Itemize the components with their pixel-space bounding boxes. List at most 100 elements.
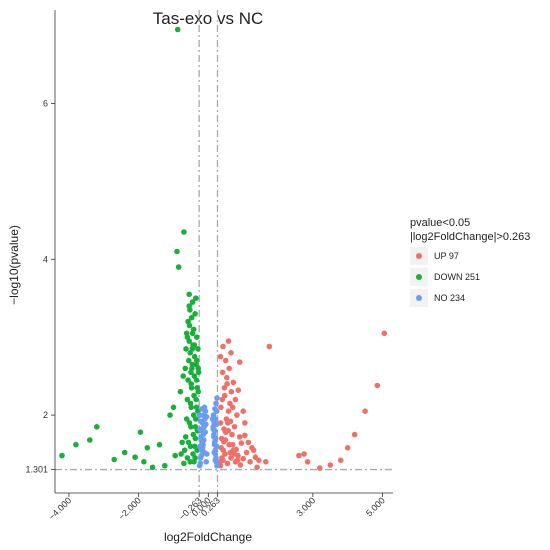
data-point <box>218 404 224 411</box>
data-point <box>182 365 189 372</box>
data-point <box>199 406 205 412</box>
data-point <box>242 432 248 439</box>
data-point <box>221 385 228 391</box>
series-up <box>217 330 388 471</box>
data-point <box>213 400 219 407</box>
data-point <box>132 454 138 461</box>
data-point <box>344 445 351 451</box>
data-point <box>203 459 209 465</box>
data-point <box>193 295 199 302</box>
legend-entry-label: DOWN 251 <box>434 272 480 282</box>
data-point <box>224 381 230 387</box>
data-point <box>193 396 199 403</box>
data-point <box>193 404 200 411</box>
data-point <box>238 440 245 446</box>
data-point <box>170 404 177 411</box>
data-point <box>194 334 200 341</box>
data-point <box>73 441 79 448</box>
chart-title: Tas-exo vs NC <box>153 9 264 28</box>
data-point <box>219 369 226 376</box>
data-point <box>220 343 226 350</box>
legend-key-swatch <box>416 295 422 301</box>
data-point <box>211 434 217 440</box>
data-point <box>111 456 117 463</box>
data-point <box>217 420 224 426</box>
data-point <box>247 459 253 465</box>
legend-entry-label: UP 97 <box>434 251 459 261</box>
legend-title-line-1: pvalue<0.05 <box>410 217 470 229</box>
data-point <box>240 455 246 462</box>
data-point <box>233 446 239 453</box>
x-axis-title: log2FoldChange <box>164 530 252 544</box>
data-point <box>226 365 232 372</box>
data-point <box>175 264 182 270</box>
legend-key-swatch <box>416 253 422 259</box>
data-point <box>186 420 193 426</box>
data-point <box>211 441 218 448</box>
data-point <box>254 464 260 471</box>
data-point <box>189 299 196 305</box>
data-point <box>186 357 192 364</box>
data-point <box>197 418 204 425</box>
data-point <box>255 457 262 464</box>
data-point <box>188 381 194 387</box>
data-point <box>362 408 368 415</box>
data-point <box>231 424 238 430</box>
data-point <box>224 374 230 381</box>
data-point <box>304 459 311 465</box>
data-point <box>188 369 194 376</box>
data-point <box>94 424 100 430</box>
data-point <box>203 413 210 420</box>
data-point <box>203 421 209 428</box>
data-point <box>184 455 191 461</box>
data-point <box>192 435 199 442</box>
data-point <box>59 452 65 459</box>
data-point <box>236 359 243 365</box>
data-point <box>296 452 302 459</box>
data-point <box>179 439 185 446</box>
data-point <box>224 460 231 467</box>
data-point <box>201 449 207 456</box>
data-point <box>185 377 191 383</box>
data-point <box>195 365 201 372</box>
data-point <box>172 452 178 459</box>
data-point <box>236 434 243 440</box>
data-point <box>121 449 128 456</box>
data-point <box>317 465 323 471</box>
data-point <box>191 459 197 465</box>
x-tick-label: −4.000 <box>47 495 74 522</box>
data-point <box>222 437 229 443</box>
data-point <box>190 342 196 348</box>
data-point <box>141 459 147 465</box>
data-point <box>174 26 181 33</box>
data-point <box>222 357 229 364</box>
y-tick-label: 4 <box>43 254 48 264</box>
legend-entry-label: NO 234 <box>434 293 465 303</box>
data-point <box>245 439 252 446</box>
data-point <box>266 343 273 350</box>
data-point <box>227 400 233 407</box>
data-point <box>186 291 192 298</box>
data-point <box>181 447 188 454</box>
data-point <box>243 449 250 456</box>
data-point <box>87 437 93 443</box>
data-point <box>180 373 186 379</box>
data-point <box>191 443 198 450</box>
data-point <box>198 434 204 440</box>
data-point <box>178 451 184 457</box>
data-point <box>195 346 201 352</box>
data-point <box>213 421 220 428</box>
data-point <box>137 429 144 436</box>
data-point <box>237 462 244 468</box>
data-point <box>177 388 184 395</box>
data-point <box>225 338 232 344</box>
data-point <box>381 330 388 337</box>
data-point <box>188 314 195 321</box>
data-point <box>174 248 180 255</box>
data-point <box>214 395 220 401</box>
x-tick-label: 5.000 <box>364 495 387 518</box>
data-point <box>181 460 187 467</box>
data-point <box>211 449 217 456</box>
x-tick-label: −2.000 <box>116 495 143 522</box>
